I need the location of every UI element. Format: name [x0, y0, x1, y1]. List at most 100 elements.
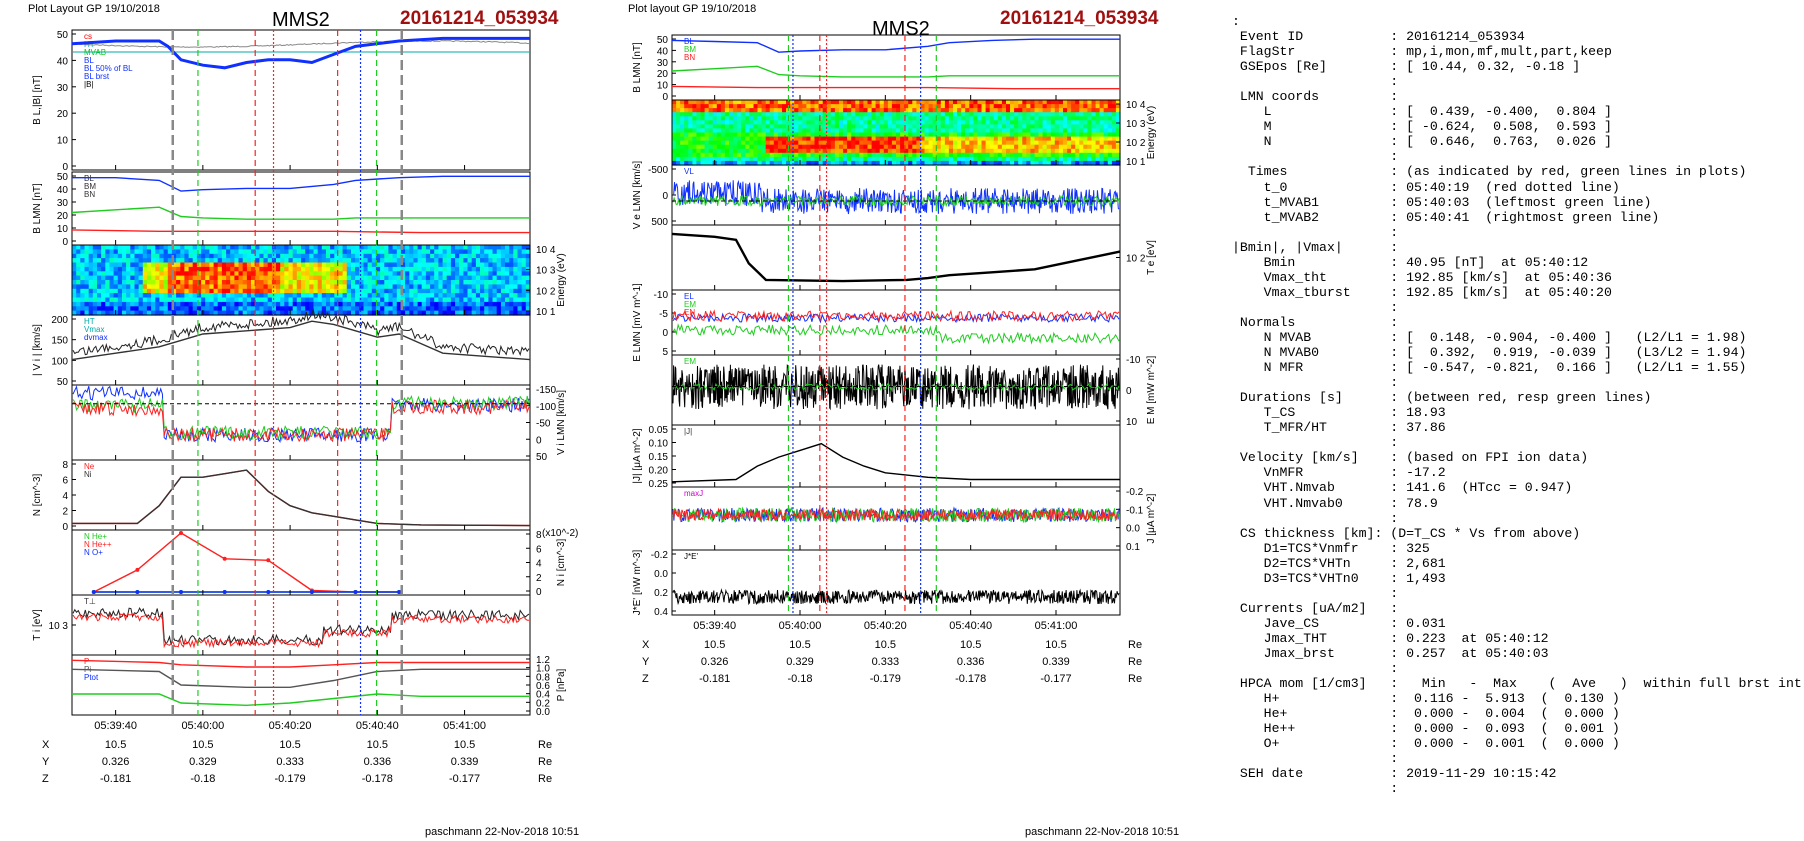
spectrogram-cell	[1058, 120, 1064, 125]
spectrogram-cell	[1042, 128, 1048, 134]
spectrogram-cell	[688, 124, 693, 130]
spectrogram-cell	[989, 100, 995, 105]
spectrogram-cell	[794, 100, 799, 105]
spectrogram-cell	[342, 262, 348, 268]
spectrogram-cell	[790, 140, 795, 146]
spectrogram-cell	[879, 100, 885, 105]
spectrogram-cell	[708, 104, 714, 109]
spectrogram-cell	[400, 245, 406, 250]
spectrogram-cell	[367, 275, 373, 281]
spectrogram-cell	[1111, 116, 1117, 121]
spectrogram-cell	[936, 144, 942, 150]
spectrogram-cell	[676, 128, 681, 134]
spectrogram-cell	[989, 144, 995, 150]
spectrogram-cell	[782, 104, 787, 109]
spectrogram-cell	[221, 249, 227, 255]
spectrogram-cell	[417, 253, 423, 259]
spectrogram-cell	[109, 306, 115, 312]
spectrogram-cell	[305, 306, 310, 312]
spectrogram-cell	[757, 148, 763, 154]
spectrogram-cell	[434, 258, 439, 264]
spectrogram-cell	[238, 293, 244, 299]
spectrogram-cell	[1075, 100, 1080, 105]
spectrogram-cell	[826, 132, 832, 138]
spectrogram-cell	[1006, 104, 1011, 109]
spectrogram-cell	[891, 104, 897, 109]
spectrogram-cell	[782, 160, 787, 166]
spectrogram-cell	[794, 124, 799, 130]
spectrogram-cell	[741, 108, 746, 113]
spectrogram-cell	[467, 245, 473, 250]
spectrogram-cell	[425, 262, 431, 268]
spectrogram-cell	[1022, 132, 1027, 138]
spectrogram-cell	[346, 258, 352, 264]
spectrogram-cell	[525, 249, 531, 255]
spectrogram-cell	[936, 108, 942, 113]
spectrogram-cell	[213, 293, 219, 299]
spectrogram-cell	[794, 120, 799, 125]
spectrogram-cell	[883, 112, 889, 117]
spectrogram-cell	[928, 152, 934, 158]
spectrogram-cell	[790, 104, 795, 109]
spectrogram-cell	[891, 108, 897, 113]
spectrogram-cell	[794, 112, 799, 117]
spectrogram-cell	[798, 140, 803, 146]
spectrogram-cell	[409, 262, 415, 268]
spectrogram-cell	[313, 306, 319, 312]
spectrogram-cell	[234, 306, 240, 312]
y-tick-label: 40	[57, 185, 69, 196]
spectrogram-cell	[442, 288, 448, 294]
spectrogram-cell	[1054, 144, 1060, 150]
spectrogram-cell	[1006, 136, 1011, 142]
spectrogram-cell	[1038, 148, 1044, 154]
spectrogram-cell	[1058, 116, 1064, 121]
spectrogram-cell	[729, 120, 734, 125]
spectrogram-cell	[1030, 120, 1036, 125]
ephem-value: 0.339	[451, 756, 479, 768]
spectrogram-cell	[1034, 148, 1040, 154]
spectrogram-cell	[741, 120, 746, 125]
spectrogram-cell	[230, 284, 235, 290]
spectrogram-cell	[405, 271, 410, 277]
spectrogram-cell	[944, 116, 950, 121]
spectrogram-cell	[904, 104, 909, 109]
spectrogram-cell	[749, 116, 755, 121]
spectrogram-cell	[688, 100, 693, 105]
spectrogram-cell	[525, 262, 531, 268]
spectrogram-cell	[280, 293, 285, 299]
spectrogram-cell	[363, 288, 369, 294]
spectrogram-cell	[263, 266, 269, 272]
spectrogram-cell	[961, 124, 966, 130]
spectrogram-cell	[292, 249, 298, 255]
spectrogram-cell	[863, 132, 869, 138]
spectrogram-cell	[467, 306, 473, 312]
spectrogram-cell	[826, 104, 832, 109]
spectrogram-cell	[969, 116, 974, 121]
spectrogram-cell	[396, 301, 402, 307]
spectrogram-cell	[826, 140, 832, 146]
spectrogram-cell	[940, 108, 946, 113]
spectrogram-cell	[475, 284, 481, 290]
spectrogram-cell	[733, 156, 738, 162]
spectrogram-cell	[965, 100, 970, 105]
spectrogram-cell	[313, 245, 319, 250]
spectrogram-cell	[492, 301, 498, 307]
spectrogram-cell	[496, 301, 502, 307]
spectrogram-cell	[769, 124, 775, 130]
spectrogram-cell	[167, 275, 173, 281]
spectrogram-cell	[1071, 140, 1076, 146]
y-tick-label: 0.15	[649, 452, 669, 463]
spectrogram-cell	[163, 284, 169, 290]
spectrogram-cell	[887, 112, 893, 117]
spectrogram-cell	[765, 156, 771, 162]
spectrogram-cell	[255, 249, 260, 255]
spectrogram-cell	[777, 104, 783, 109]
spectrogram-cell	[712, 100, 718, 105]
spectrogram-cell	[188, 284, 194, 290]
spectrogram-cell	[830, 112, 836, 117]
spectrogram-cell	[839, 156, 844, 162]
spectrogram-cell	[769, 104, 775, 109]
spectrogram-cell	[513, 280, 519, 285]
